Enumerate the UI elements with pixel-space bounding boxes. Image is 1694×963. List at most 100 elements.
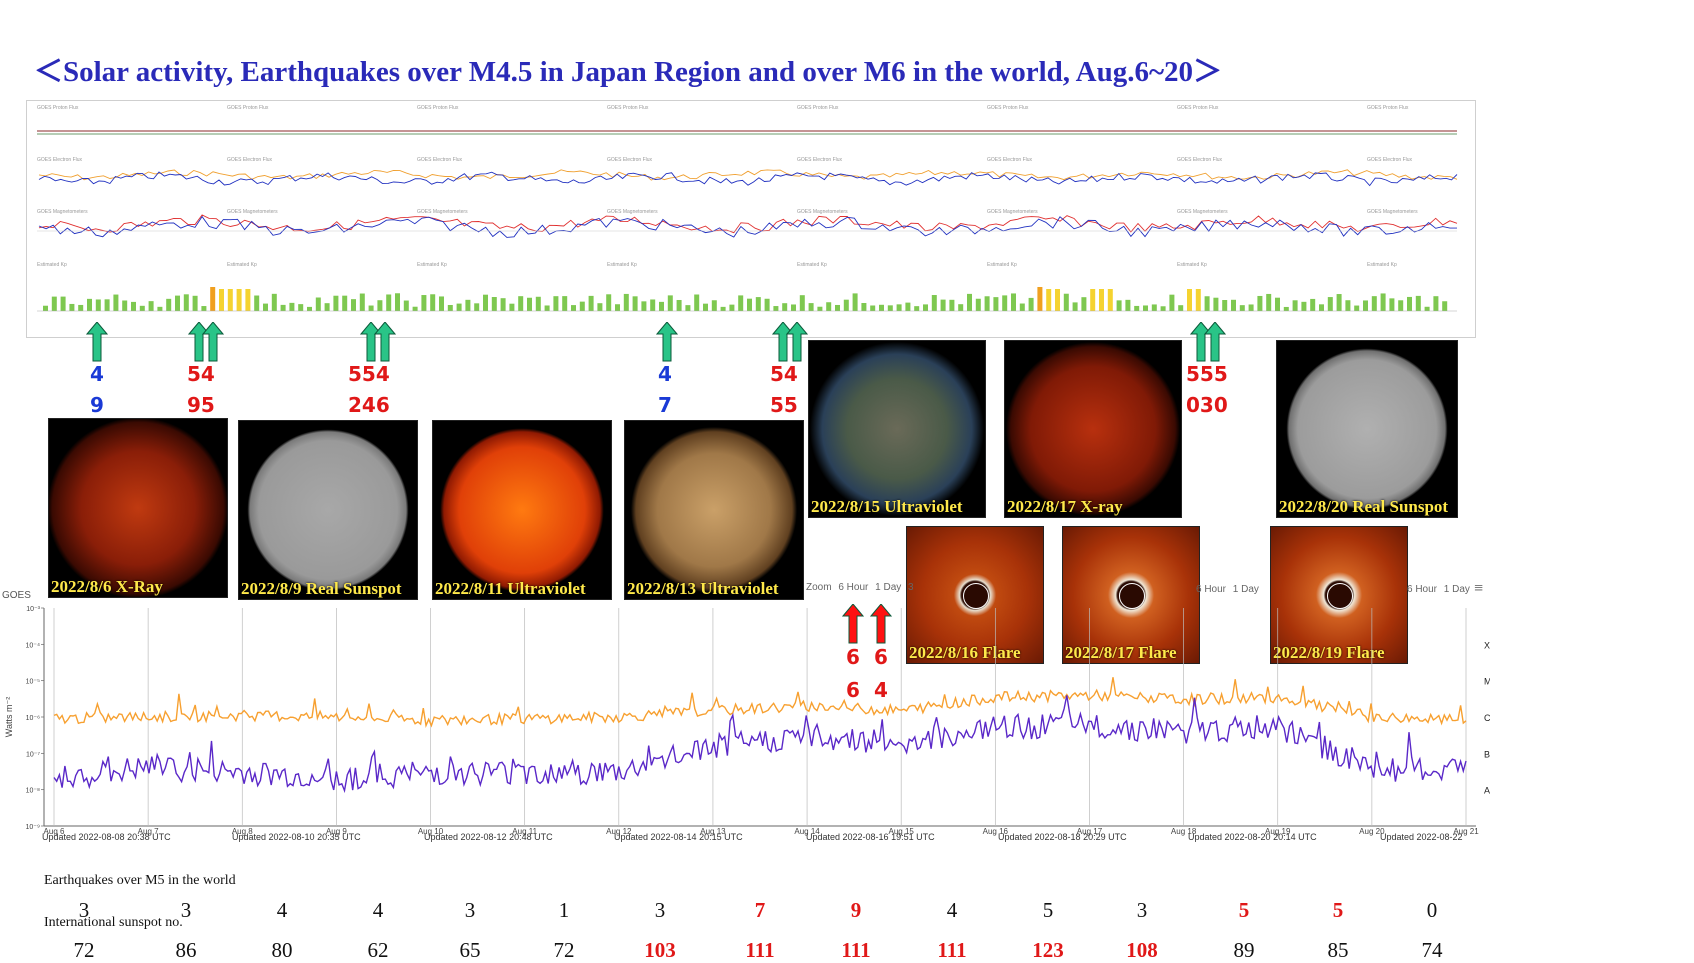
x-tick-label: Aug 19 bbox=[1265, 827, 1291, 836]
sunspot-number: 80 bbox=[271, 938, 293, 962]
kp-bar bbox=[307, 306, 312, 311]
zoom-toolbar[interactable]: Zoom 6 Hour 1 Day 3 bbox=[806, 582, 914, 593]
kp-bar bbox=[386, 294, 392, 311]
magnetometer-blue bbox=[38, 215, 1457, 238]
kp-bar bbox=[227, 289, 233, 311]
kp-bar bbox=[315, 297, 321, 311]
kp-bar bbox=[447, 304, 453, 311]
kp-bar bbox=[148, 301, 154, 311]
x-tick-label: Aug 18 bbox=[1171, 827, 1197, 836]
sunspot-number: 74 bbox=[1421, 938, 1443, 962]
earthquake-count: 3 bbox=[78, 898, 90, 922]
kp-bar bbox=[1222, 300, 1228, 311]
kp-bar bbox=[1143, 305, 1148, 311]
kp-bar bbox=[1011, 293, 1016, 311]
x-tick-label: Aug 16 bbox=[983, 827, 1009, 836]
kp-bar bbox=[1292, 300, 1298, 311]
earthquake-count: 0 bbox=[1426, 898, 1438, 922]
earthquake-count: 5 bbox=[1332, 898, 1344, 922]
earthquake-count: 7 bbox=[754, 898, 766, 922]
kp-bar bbox=[1310, 298, 1316, 311]
kp-bar bbox=[852, 293, 858, 311]
kp-bar bbox=[1398, 300, 1404, 311]
ultraviolet-image-0813: 2022/8/13 Ultraviolet bbox=[624, 420, 804, 600]
y-tick-label: 10⁻⁵ bbox=[26, 679, 40, 686]
kp-bar bbox=[1415, 295, 1421, 311]
thumbnail-caption: 2022/8/16 Flare bbox=[909, 643, 1021, 662]
kp-bar bbox=[650, 299, 656, 311]
earthquake-count: 3 bbox=[180, 898, 192, 922]
panel-header: GOES Proton Flux bbox=[417, 105, 459, 111]
panel-header: GOES Proton Flux bbox=[1177, 105, 1219, 111]
kp-bar bbox=[131, 301, 136, 311]
occulter-ring-icon bbox=[1119, 583, 1145, 609]
earthquake-count: 4 bbox=[946, 898, 958, 922]
zoom-toolbar-3[interactable]: 6 Hour 1 Day bbox=[1407, 584, 1470, 595]
sunspot-image-0809: 2022/8/9 Real Sunspot bbox=[238, 420, 418, 600]
panel-header: Estimated Kp bbox=[37, 262, 67, 268]
ultraviolet-image-0811: 2022/8/11 Ultraviolet bbox=[432, 420, 612, 600]
sunspot-number-row: 72 86 80 62 65 72 103 111 111 111 123 108 89 85 74 bbox=[0, 938, 1694, 962]
updated-label: Updated 2022-08-20 20:14 UTC bbox=[1188, 832, 1317, 842]
kp-bar bbox=[579, 301, 585, 311]
x-tick-label: Aug 15 bbox=[889, 827, 915, 836]
kp-bar bbox=[95, 299, 101, 311]
kp-bar bbox=[166, 298, 172, 311]
kp-bar bbox=[887, 305, 893, 311]
flare-class-label: C bbox=[1484, 713, 1490, 723]
kp-bar bbox=[606, 294, 612, 311]
kp-bar bbox=[324, 303, 330, 311]
kp-bar bbox=[958, 304, 964, 311]
zoom-1day-button-2[interactable]: 1 Day bbox=[1232, 584, 1259, 595]
kp-bar bbox=[157, 306, 163, 311]
zoom-6hour-button-2[interactable]: 6 Hour bbox=[1196, 584, 1227, 595]
kp-bar bbox=[192, 295, 198, 311]
flare-class-label: X bbox=[1484, 640, 1490, 650]
x-tick-label: Aug 7 bbox=[138, 827, 159, 836]
earthquake-count: 4 bbox=[372, 898, 384, 922]
xray-flux-svg: GOES 10⁻⁹ 10⁻⁸ 10⁻⁷ 10⁻⁶ 10⁻⁵ 10⁻⁴ 10⁻³ Watts m⁻… bbox=[2, 590, 1492, 836]
magnetometer-red bbox=[38, 214, 1458, 234]
panel-header: GOES Proton Flux bbox=[37, 105, 79, 111]
sunspot-number: 103 bbox=[644, 938, 676, 962]
kp-bar bbox=[571, 305, 576, 311]
updated-label: Updated 2022-08-14 20:15 UTC bbox=[614, 832, 743, 842]
panel-header: GOES Magnetometers bbox=[1367, 209, 1418, 215]
updated-label: Updated 2022-08-08 20:38 UTC bbox=[42, 832, 171, 842]
zoom-6hour-button-3[interactable]: 6 Hour bbox=[1407, 584, 1438, 595]
kp-bar bbox=[465, 299, 471, 311]
earthquake-count-row: 3 3 4 4 3 1 3 7 9 4 5 3 5 5 0 bbox=[0, 898, 1694, 924]
thumbnail-caption: 2022/8/6 X-Ray bbox=[51, 577, 163, 596]
zoom-toolbar-2[interactable]: 6 Hour 1 Day bbox=[1196, 584, 1259, 595]
kp-bar bbox=[1028, 297, 1034, 311]
kp-bar bbox=[439, 296, 444, 311]
sunspot-image-0820: 2022/8/20 Real Sunspot bbox=[1276, 340, 1458, 518]
kp-bar bbox=[1090, 289, 1096, 311]
kp-bar bbox=[896, 304, 902, 311]
kp-bar bbox=[553, 296, 559, 311]
kp-bar bbox=[280, 304, 286, 311]
panel-header: GOES Electron Flux bbox=[1177, 157, 1223, 163]
kp-bar bbox=[975, 298, 981, 311]
earthquake-count: 3 bbox=[464, 898, 476, 922]
sunspot-number: 72 bbox=[553, 938, 575, 962]
zoom-1day-button[interactable]: 1 Day bbox=[875, 582, 902, 593]
kp-bar bbox=[703, 303, 708, 311]
kp-bar bbox=[1063, 293, 1069, 311]
chart-menu-icon[interactable]: ≡ bbox=[1474, 580, 1484, 597]
thumbnail-caption: 2022/8/20 Real Sunspot bbox=[1279, 497, 1449, 516]
zoom-3day-button[interactable]: 3 bbox=[908, 582, 914, 593]
panel-header: GOES Magnetometers bbox=[227, 209, 278, 215]
kp-bar bbox=[1099, 289, 1104, 311]
kp-bar bbox=[1213, 297, 1219, 311]
kp-bar bbox=[43, 305, 48, 311]
kp-bar bbox=[518, 296, 524, 311]
kp-bar bbox=[368, 305, 374, 311]
kp-bar bbox=[1354, 305, 1360, 311]
kp-bar bbox=[104, 299, 110, 311]
kp-bar bbox=[879, 304, 884, 311]
zoom-1day-button-3[interactable]: 1 Day bbox=[1443, 584, 1470, 595]
zoom-6hour-button[interactable]: 6 Hour bbox=[838, 582, 869, 593]
kp-bar bbox=[483, 294, 488, 311]
y-tick-label: 10⁻⁹ bbox=[26, 824, 40, 831]
